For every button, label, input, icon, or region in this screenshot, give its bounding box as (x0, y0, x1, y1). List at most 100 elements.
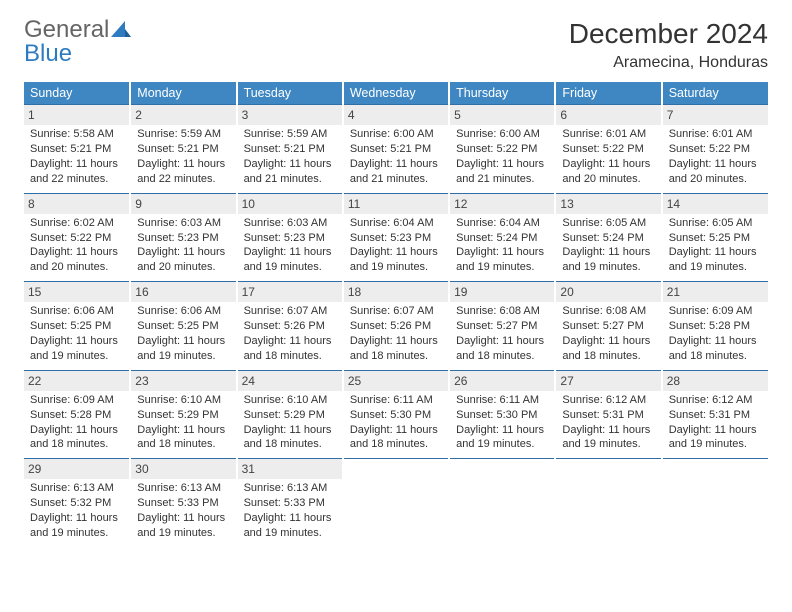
day-number: 29 (24, 459, 129, 479)
sunrise-text: Sunrise: 6:11 AM (350, 393, 442, 408)
sunrise-text: Sunrise: 5:59 AM (137, 127, 229, 142)
day-cell: 15Sunrise: 6:06 AMSunset: 5:25 PMDayligh… (24, 282, 130, 371)
dayname-sun: Sunday (24, 82, 130, 105)
sunset-text: Sunset: 5:23 PM (137, 231, 229, 246)
calendar-row: 29Sunrise: 6:13 AMSunset: 5:32 PMDayligh… (24, 459, 768, 547)
day-number: 18 (344, 282, 448, 302)
day-number: 24 (238, 371, 342, 391)
sunrise-text: Sunrise: 6:01 AM (562, 127, 654, 142)
daylight-text: Daylight: 11 hours and 21 minutes. (244, 157, 336, 187)
sunrise-text: Sunrise: 6:06 AM (137, 304, 229, 319)
daylight-text: Daylight: 11 hours and 19 minutes. (244, 511, 336, 541)
day-number: 15 (24, 282, 129, 302)
dayname-sat: Saturday (662, 82, 768, 105)
daylight-text: Daylight: 11 hours and 22 minutes. (137, 157, 229, 187)
sunrise-text: Sunrise: 6:04 AM (456, 216, 548, 231)
day-number: 9 (131, 194, 235, 214)
day-number: 4 (344, 105, 448, 125)
day-cell: 13Sunrise: 6:05 AMSunset: 5:24 PMDayligh… (555, 193, 661, 282)
daylight-text: Daylight: 11 hours and 19 minutes. (244, 245, 336, 275)
sunrise-text: Sunrise: 6:06 AM (30, 304, 123, 319)
day-cell: 8Sunrise: 6:02 AMSunset: 5:22 PMDaylight… (24, 193, 130, 282)
sunset-text: Sunset: 5:28 PM (669, 319, 762, 334)
daylight-text: Daylight: 11 hours and 18 minutes. (350, 423, 442, 453)
sunrise-text: Sunrise: 6:02 AM (30, 216, 123, 231)
day-number: 27 (556, 371, 660, 391)
daylight-text: Daylight: 11 hours and 19 minutes. (30, 334, 123, 364)
day-cell: 10Sunrise: 6:03 AMSunset: 5:23 PMDayligh… (237, 193, 343, 282)
daylight-text: Daylight: 11 hours and 18 minutes. (244, 423, 336, 453)
day-number: 1 (24, 105, 129, 125)
sunset-text: Sunset: 5:21 PM (30, 142, 123, 157)
empty-cell (555, 459, 661, 547)
daylight-text: Daylight: 11 hours and 19 minutes. (669, 423, 762, 453)
sunrise-text: Sunrise: 6:12 AM (562, 393, 654, 408)
sunset-text: Sunset: 5:31 PM (562, 408, 654, 423)
day-cell: 5Sunrise: 6:00 AMSunset: 5:22 PMDaylight… (449, 105, 555, 194)
day-cell: 23Sunrise: 6:10 AMSunset: 5:29 PMDayligh… (130, 370, 236, 459)
sunset-text: Sunset: 5:21 PM (137, 142, 229, 157)
sunset-text: Sunset: 5:22 PM (456, 142, 548, 157)
logo-text-block: General Blue (24, 18, 131, 66)
day-number: 16 (131, 282, 235, 302)
day-number: 8 (24, 194, 129, 214)
day-number: 13 (556, 194, 660, 214)
daylight-text: Daylight: 11 hours and 22 minutes. (30, 157, 123, 187)
logo-word2: Blue (24, 40, 72, 67)
dayname-thu: Thursday (449, 82, 555, 105)
day-cell: 22Sunrise: 6:09 AMSunset: 5:28 PMDayligh… (24, 370, 130, 459)
calendar-row: 8 Sunrise: 6:02 AMSunset: 5:22 PM Daylight… (24, 193, 768, 282)
sunset-text: Sunset: 5:28 PM (30, 408, 123, 423)
sunrise-text: Sunrise: 6:13 AM (137, 481, 229, 496)
sunset-text: Sunset: 5:22 PM (30, 231, 123, 246)
sunset-text: Sunset: 5:24 PM (562, 231, 654, 246)
sunrise-text: Sunrise: 6:09 AM (669, 304, 762, 319)
calendar-row: 22 Sunrise: 6:09 AMSunset: 5:28 PM Dayligh… (24, 370, 768, 459)
sunrise-text: Sunrise: 6:10 AM (244, 393, 336, 408)
day-number: 19 (450, 282, 554, 302)
daylight-text: Daylight: 11 hours and 20 minutes. (562, 157, 654, 187)
dayname-wed: Wednesday (343, 82, 449, 105)
day-number: 17 (238, 282, 342, 302)
sunset-text: Sunset: 5:23 PM (244, 231, 336, 246)
dayname-tue: Tuesday (237, 82, 343, 105)
day-number: 3 (238, 105, 342, 125)
sunrise-text: Sunrise: 6:09 AM (30, 393, 123, 408)
empty-cell (449, 459, 555, 547)
daylight-text: Daylight: 11 hours and 18 minutes. (669, 334, 762, 364)
logo-word1: General (24, 16, 109, 43)
daylight-text: Daylight: 11 hours and 18 minutes. (350, 334, 442, 364)
day-cell: 27 Sunrise: 6:12 AMSunset: 5:31 PMDayligh… (555, 370, 661, 459)
day-cell: 21 Sunrise: 6:09 AMSunset: 5:28 PMDayligh… (662, 282, 768, 371)
sunset-text: Sunset: 5:23 PM (350, 231, 442, 246)
day-number: 22 (24, 371, 129, 391)
sunrise-text: Sunrise: 6:13 AM (30, 481, 123, 496)
daylight-text: Daylight: 11 hours and 19 minutes. (562, 423, 654, 453)
daylight-text: Daylight: 11 hours and 19 minutes. (669, 245, 762, 275)
title-block: December 2024 Aramecina, Honduras (569, 18, 768, 72)
daylight-text: Daylight: 11 hours and 19 minutes. (350, 245, 442, 275)
day-number: 20 (556, 282, 660, 302)
page-subtitle: Aramecina, Honduras (569, 54, 768, 72)
day-number: 5 (450, 105, 554, 125)
sunset-text: Sunset: 5:27 PM (456, 319, 548, 334)
daylight-text: Daylight: 11 hours and 21 minutes. (456, 157, 548, 187)
day-cell: 6 Sunrise: 6:01 AMSunset: 5:22 PMDaylight… (555, 105, 661, 194)
sunrise-text: Sunrise: 6:08 AM (562, 304, 654, 319)
daylight-text: Daylight: 11 hours and 18 minutes. (137, 423, 229, 453)
day-cell: 11Sunrise: 6:04 AMSunset: 5:23 PMDayligh… (343, 193, 449, 282)
day-number: 21 (663, 282, 768, 302)
sunrise-text: Sunrise: 6:08 AM (456, 304, 548, 319)
sunset-text: Sunset: 5:26 PM (244, 319, 336, 334)
calendar-row: 15Sunrise: 6:06 AMSunset: 5:25 PMDayligh… (24, 282, 768, 371)
day-number: 23 (131, 371, 235, 391)
sunset-text: Sunset: 5:22 PM (562, 142, 654, 157)
sunrise-text: Sunrise: 6:05 AM (669, 216, 762, 231)
sunset-text: Sunset: 5:21 PM (350, 142, 442, 157)
empty-cell (662, 459, 768, 547)
day-number: 2 (131, 105, 235, 125)
day-number: 6 (556, 105, 660, 125)
day-cell: 31Sunrise: 6:13 AMSunset: 5:33 PMDayligh… (237, 459, 343, 547)
sunrise-text: Sunrise: 6:07 AM (350, 304, 442, 319)
daylight-text: Daylight: 11 hours and 21 minutes. (350, 157, 442, 187)
